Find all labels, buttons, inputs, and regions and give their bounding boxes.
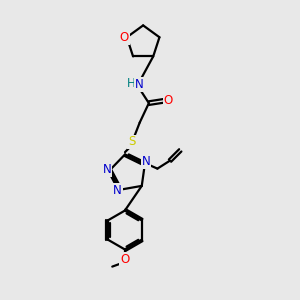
Text: N: N [113,184,122,197]
Text: H: H [127,77,135,90]
Text: N: N [103,163,111,176]
Text: N: N [135,78,144,91]
Text: S: S [128,136,135,148]
Text: N: N [142,155,150,168]
Text: O: O [120,253,130,266]
Text: O: O [164,94,173,107]
Text: O: O [119,31,129,44]
